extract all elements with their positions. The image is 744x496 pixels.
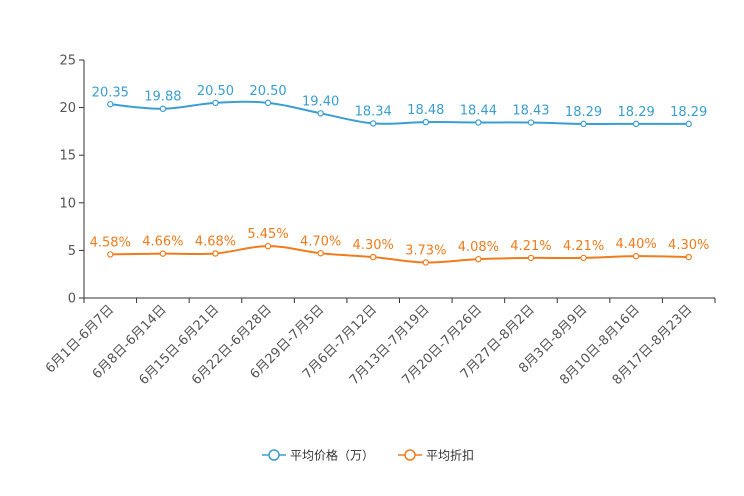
data-point[interactable] — [527, 119, 535, 126]
data-point[interactable] — [317, 110, 324, 117]
data-label: 19.88 — [144, 90, 181, 105]
data-point[interactable] — [632, 252, 640, 260]
data-point[interactable] — [107, 101, 114, 108]
data-label: 20.50 — [197, 84, 234, 99]
series-line — [110, 245, 689, 264]
legend[interactable]: 平均价格（万） 平均折扣 — [262, 448, 474, 463]
data-point[interactable] — [580, 254, 587, 262]
data-point[interactable] — [159, 250, 167, 257]
data-point[interactable] — [370, 253, 377, 261]
data-label: 4.58% — [90, 235, 131, 250]
legend-circle-icon — [268, 449, 280, 461]
data-point[interactable] — [422, 118, 429, 126]
y-tick-label: 25 — [59, 54, 76, 69]
data-point[interactable] — [527, 254, 535, 262]
data-label: 4.21% — [563, 239, 604, 254]
data-point[interactable] — [159, 105, 167, 112]
series-line — [110, 100, 689, 125]
series-layer: 20.35 19.88 20.50 20.50 19.40 18.34 18.48 18.44… — [90, 84, 709, 266]
data-label: 4.66% — [142, 235, 183, 250]
data-label: 4.08% — [458, 240, 499, 255]
y-tick-label: 10 — [59, 196, 76, 211]
data-point[interactable] — [212, 99, 219, 107]
data-label: 4.68% — [195, 234, 236, 249]
data-label: 18.29 — [618, 105, 655, 120]
data-label: 18.29 — [670, 105, 707, 120]
series-average-price: 20.35 19.88 20.50 20.50 19.40 18.34 18.48 18.44… — [92, 84, 707, 128]
data-point[interactable] — [212, 250, 219, 257]
data-point[interactable] — [632, 120, 640, 128]
data-point[interactable] — [107, 251, 114, 258]
data-label: 18.34 — [355, 104, 392, 119]
data-point[interactable] — [264, 242, 272, 250]
y-tick-label: 15 — [59, 149, 76, 164]
legend-item-average-discount[interactable]: 平均折扣 — [398, 448, 474, 463]
data-label: 4.30% — [353, 238, 394, 253]
data-label: 4.21% — [510, 239, 551, 254]
data-label: 18.43 — [512, 104, 549, 119]
data-point[interactable] — [475, 119, 482, 126]
data-point[interactable] — [685, 120, 692, 128]
data-label: 20.35 — [92, 85, 129, 100]
data-label: 5.45% — [247, 227, 288, 242]
data-label: 18.29 — [565, 105, 602, 120]
data-label: 4.40% — [615, 237, 656, 252]
y-tick-label: 5 — [68, 244, 76, 259]
data-point[interactable] — [580, 120, 587, 128]
legend-label: 平均价格（万） — [290, 448, 374, 463]
data-label: 18.44 — [460, 103, 497, 118]
data-label: 19.40 — [302, 94, 339, 109]
data-point[interactable] — [317, 250, 324, 257]
data-point[interactable] — [475, 255, 482, 263]
legend-circle-icon — [404, 449, 416, 461]
data-label: 20.50 — [249, 84, 286, 99]
data-point[interactable] — [422, 259, 429, 266]
legend-label: 平均折扣 — [426, 448, 474, 463]
data-point[interactable] — [264, 99, 272, 107]
data-label: 18.48 — [407, 103, 444, 118]
legend-item-average-price[interactable]: 平均价格（万） — [262, 448, 374, 463]
y-tick-label: 0 — [68, 292, 76, 307]
series-average-discount: 4.58% 4.66% 4.68% 5.45% 4.70% 4.30% 3.73% 4.08%… — [90, 227, 709, 266]
data-point[interactable] — [370, 120, 377, 127]
data-label: 4.30% — [668, 238, 709, 253]
data-point[interactable] — [685, 253, 692, 261]
data-label: 4.70% — [300, 234, 341, 249]
data-label: 3.73% — [405, 243, 446, 258]
y-tick-label: 20 — [59, 101, 76, 116]
